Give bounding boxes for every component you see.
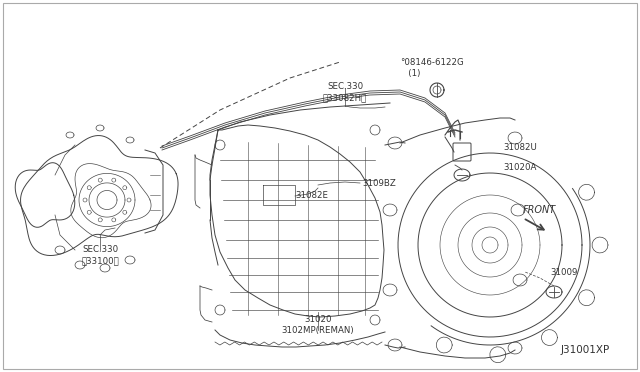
Text: 3109BZ: 3109BZ (362, 179, 396, 187)
Text: 31020A: 31020A (503, 164, 536, 173)
Text: 31082E: 31082E (295, 192, 328, 201)
Text: 31082U: 31082U (503, 144, 537, 153)
Text: 31020
3102MP(REMAN): 31020 3102MP(REMAN) (282, 315, 355, 335)
Text: SEC.330
〳33082H〴: SEC.330 〳33082H〴 (323, 82, 367, 102)
Text: SEC.330
〳33100〴: SEC.330 〳33100〴 (81, 245, 119, 265)
Text: J31001XP: J31001XP (561, 345, 610, 355)
Text: FRONT: FRONT (523, 205, 556, 215)
Text: °08146-6122G
   (1): °08146-6122G (1) (400, 58, 464, 78)
Text: 31009: 31009 (550, 268, 577, 277)
